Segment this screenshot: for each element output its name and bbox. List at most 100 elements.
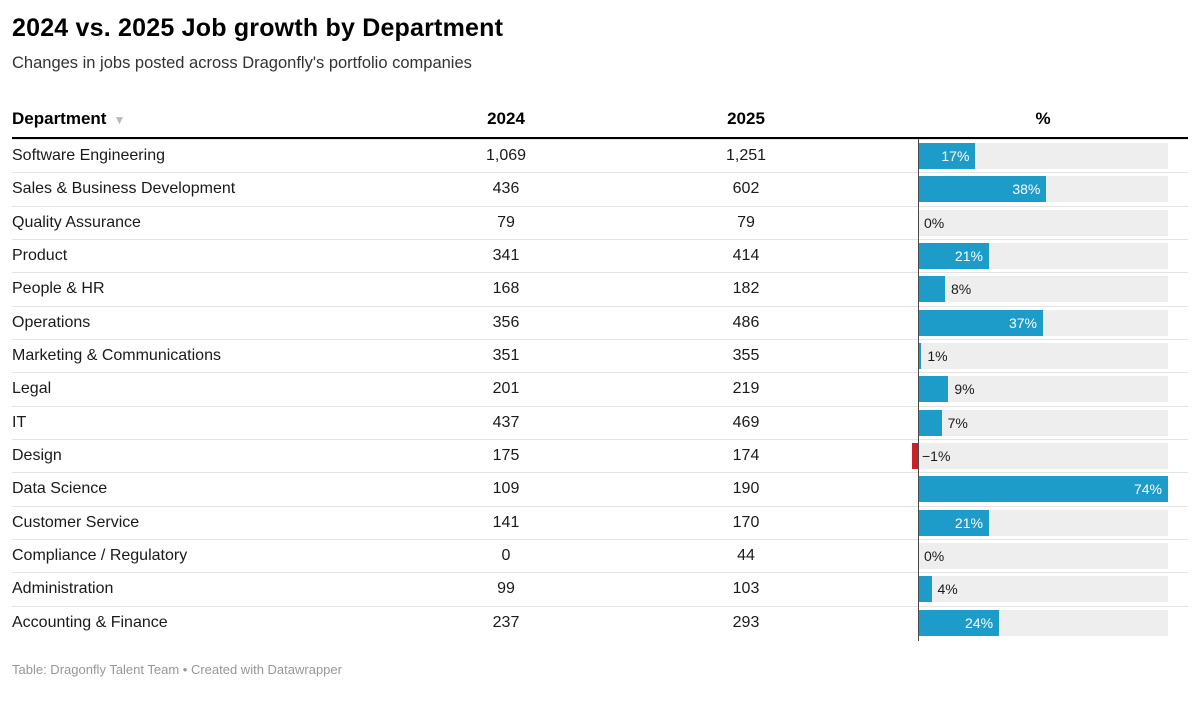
percent-cell: 74% [886, 476, 1188, 503]
bar-track: 21% [918, 509, 1168, 536]
value-2024-cell: 168 [492, 280, 520, 298]
value-2025-cell: 355 [732, 347, 760, 365]
growth-bar [918, 276, 946, 303]
bar-value-label: 37% [1008, 314, 1037, 331]
department-cell: Customer Service [12, 513, 140, 531]
bar-track: 74% [918, 476, 1168, 503]
value-2025-cell: 190 [732, 480, 760, 498]
table-row: Compliance / Regulatory 0 44 0% [12, 538, 1188, 572]
column-header-department[interactable]: Department ▼ [12, 109, 406, 129]
table-row: Operations 356 486 37% [12, 305, 1188, 339]
bar-value-label: 8% [951, 281, 972, 298]
department-cell: Design [12, 447, 62, 465]
table-row: IT 437 469 7% [12, 405, 1188, 439]
value-2024-cell: 356 [492, 313, 520, 331]
value-2024-cell: 201 [492, 380, 520, 398]
percent-cell: 24% [886, 609, 1188, 636]
value-2025-cell: 44 [737, 547, 755, 565]
chart-container: 2024 vs. 2025 Job growth by Department C… [12, 13, 1188, 641]
growth-bar [918, 509, 989, 536]
growth-bar [918, 576, 932, 603]
bar-track: 17% [918, 143, 1168, 170]
department-cell: Compliance / Regulatory [12, 547, 188, 565]
growth-bar [918, 476, 1168, 503]
value-2025-cell: 103 [732, 580, 760, 598]
value-2024-cell: 341 [492, 247, 520, 265]
value-2025-cell: 293 [732, 613, 760, 631]
bar-value-label: 24% [965, 614, 994, 631]
table-row: Design 175 174 −1% [12, 438, 1188, 472]
zero-axis-line [918, 139, 919, 641]
growth-bar [918, 143, 976, 170]
bar-track: 9% [918, 376, 1168, 403]
bar-track: 1% [918, 343, 1168, 370]
table-row: Accounting & Finance 237 293 24% [12, 605, 1188, 639]
percent-cell: 0% [886, 543, 1188, 570]
column-header-percent[interactable]: % [886, 109, 1188, 129]
percent-cell: −1% [886, 443, 1188, 470]
value-2025-cell: 170 [732, 513, 760, 531]
table-row: Data Science 109 190 74% [12, 472, 1188, 505]
value-2025-cell: 486 [732, 313, 760, 331]
department-cell: IT [12, 413, 27, 431]
table-row: Administration 99 103 4% [12, 572, 1188, 605]
bar-track: 24% [918, 609, 1168, 636]
percent-cell: 21% [886, 243, 1188, 270]
growth-bar [918, 376, 949, 403]
value-2025-cell: 79 [737, 213, 755, 231]
value-2025-cell: 174 [732, 447, 760, 465]
table-row: Sales & Business Development 436 602 38% [12, 172, 1188, 205]
department-cell: People & HR [12, 280, 105, 298]
bar-track: −1% [912, 443, 1168, 470]
department-cell: Operations [12, 313, 91, 331]
value-2024-cell: 109 [492, 480, 520, 498]
value-2025-cell: 602 [732, 180, 760, 198]
percent-cell: 21% [886, 509, 1188, 536]
value-2025-cell: 414 [732, 247, 760, 265]
bar-value-label: 9% [954, 381, 975, 398]
growth-bar [918, 176, 1047, 203]
value-2025-cell: 182 [732, 280, 760, 298]
value-2024-cell: 1,069 [485, 147, 527, 165]
value-2025-cell: 469 [732, 413, 760, 431]
growth-bar [918, 309, 1043, 336]
bar-value-label: −1% [922, 448, 951, 465]
value-2024-cell: 437 [492, 413, 520, 431]
bar-value-label: 1% [927, 348, 948, 365]
percent-cell: 8% [886, 276, 1188, 303]
percent-cell: 0% [886, 209, 1188, 236]
department-cell: Product [12, 247, 68, 265]
value-2025-cell: 1,251 [725, 147, 767, 165]
bar-track: 37% [918, 309, 1168, 336]
bar-value-label: 17% [941, 148, 970, 165]
department-cell: Administration [12, 580, 114, 598]
bar-track: 0% [918, 543, 1168, 570]
percent-cell: 4% [886, 576, 1188, 603]
department-cell: Data Science [12, 480, 108, 498]
table-row: Quality Assurance 79 79 0% [12, 205, 1188, 239]
column-header-2025[interactable]: 2025 [727, 109, 765, 128]
chart-title: 2024 vs. 2025 Job growth by Department [12, 14, 504, 42]
bar-value-label: 0% [924, 548, 945, 565]
column-header-percent-label: % [1035, 109, 1051, 128]
value-2025-cell: 219 [732, 380, 760, 398]
bar-value-label: 21% [954, 248, 983, 265]
percent-cell: 9% [886, 376, 1188, 403]
column-header-2024[interactable]: 2024 [487, 109, 525, 128]
department-cell: Software Engineering [12, 147, 165, 165]
chart-subtitle: Changes in jobs posted across Dragonfly'… [12, 54, 472, 72]
table-row: Software Engineering 1,069 1,251 17% [12, 139, 1188, 172]
table-row: Product 341 414 21% [12, 238, 1188, 272]
percent-cell: 38% [886, 176, 1188, 203]
growth-bar [918, 343, 922, 370]
department-cell: Accounting & Finance [12, 613, 168, 631]
value-2024-cell: 79 [497, 213, 515, 231]
table-row: People & HR 168 182 8% [12, 272, 1188, 305]
growth-bar [918, 409, 942, 436]
value-2024-cell: 141 [492, 513, 520, 531]
table-row: Legal 201 219 9% [12, 372, 1188, 405]
table-row: Marketing & Communications 351 355 1% [12, 338, 1188, 372]
growth-bar [912, 443, 918, 470]
bar-value-label: 7% [947, 414, 968, 431]
growth-bar [918, 243, 989, 270]
